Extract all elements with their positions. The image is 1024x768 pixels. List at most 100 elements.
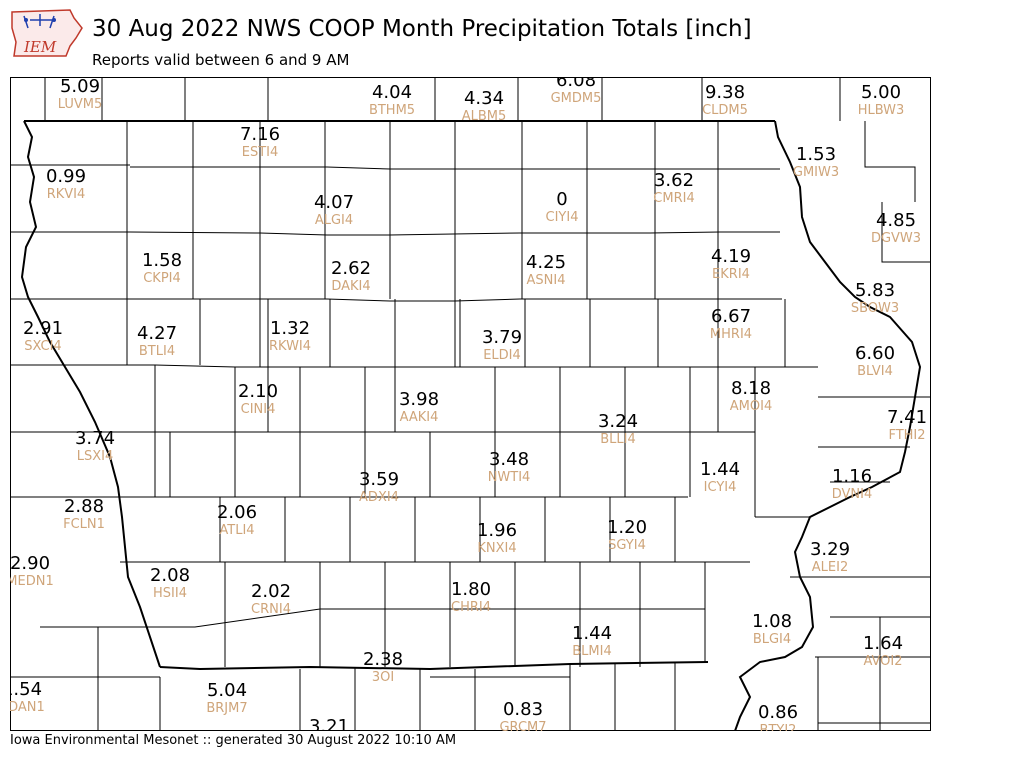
station-dgvw3: 4.85 DGVW3: [870, 210, 922, 247]
station-cmri4: 3.62 CMRI4: [653, 171, 694, 207]
station-id: ESTI4: [241, 145, 279, 160]
station-id: GMDM5: [550, 91, 602, 106]
station-dvni4: 1.16 DVNI4: [831, 466, 873, 503]
station-medn1: 2.90 MEDN1: [10, 553, 54, 590]
station-ciyi4: 0 CIYI4: [545, 189, 579, 226]
precip-value: 5.04: [206, 680, 248, 701]
precip-value: 1.64: [862, 633, 904, 654]
precip-value: 1.44: [571, 623, 613, 644]
station-id: AVOI2: [863, 654, 903, 669]
precip-value: 1.16: [831, 466, 873, 487]
precip-value: 1.58: [141, 250, 183, 271]
station-luvm5: 5.09 LUVM5: [58, 77, 103, 112]
station-hlbw3: 5.00 HLBW3: [857, 82, 905, 119]
precip-value: 3.59: [358, 469, 400, 490]
station-id: ELDI4: [483, 348, 521, 363]
station-id: ALGI4: [314, 213, 354, 228]
precip-value: 0.86: [757, 702, 799, 723]
precip-value: 1.20: [606, 517, 648, 538]
station-daki4: 2.62 DAKI4: [331, 259, 371, 295]
precip-value: 6.67: [710, 306, 752, 327]
precip-value: 5.00: [860, 82, 902, 103]
precip-value: 5.83: [854, 280, 896, 301]
station-id: GMIW3: [792, 165, 840, 180]
station-id: MEDN1: [10, 574, 54, 589]
station-adan1: 1.54ADAN1: [10, 679, 45, 716]
precip-value: 4.25: [525, 252, 567, 273]
precip-value: 2.38: [362, 649, 404, 670]
station-id: GRCM7: [499, 720, 547, 731]
precip-value: 1.32: [269, 318, 311, 339]
station-id: HSII4: [153, 586, 187, 601]
station-id: BTYI2: [759, 723, 797, 731]
station-gmdm5: 6.08 GMDM5: [551, 77, 602, 106]
precip-value: 2.06: [216, 502, 258, 523]
precip-value: 3.48: [488, 449, 530, 470]
station-id: BTLI4: [138, 344, 176, 359]
precipitation-map: 5.09 LUVM5 4.04 BTHM5 4.34 ALBM5 6.08 GMDM5 9.38…: [10, 77, 931, 731]
map-subtitle: Reports valid between 6 and 9 AM: [92, 51, 350, 69]
station-id: SGYI4: [608, 538, 646, 553]
station-id: EKRI4: [712, 267, 750, 282]
precip-value: 1.53: [795, 144, 837, 165]
station-id: KNXI4: [477, 541, 517, 556]
precip-value: 4.85: [875, 210, 917, 231]
station-fthi2: 7.41 FTHI2: [887, 408, 927, 444]
precip-value: 5.09: [59, 77, 101, 97]
station-rkwi4: 1.32 RKWI4: [269, 318, 311, 355]
iem-logo: IEM: [10, 6, 84, 60]
precip-value: 4.19: [710, 246, 752, 267]
precip-value: 3.29: [809, 539, 851, 560]
station-id: ADXI4: [359, 490, 399, 505]
station-algi4: 4.07 ALGI4: [314, 193, 354, 229]
station-id: FTHI2: [888, 428, 926, 443]
station-grcm7: 0.83 GRCM7: [499, 700, 547, 732]
precip-value: 3.24: [597, 411, 639, 432]
station-sxci4: 2.91 SXCI4: [23, 319, 63, 355]
precip-value: 3.98: [398, 389, 440, 410]
station-icyi4: 1.44 ICYI4: [700, 460, 740, 496]
station-id: DVNI4: [831, 487, 873, 502]
logo-text: IEM: [23, 38, 57, 56]
station-adxi4: 3.59 ADXI4: [358, 469, 400, 506]
station-btli4: 4.27 BTLI4: [137, 324, 177, 360]
station-id: CHRI4: [450, 600, 491, 615]
station-id: HLBW3: [857, 103, 905, 118]
station-alei2: 3.29 ALEI2: [809, 539, 851, 576]
station-nwti4: 3.48 NWTI4: [487, 449, 531, 486]
station-id: DAKI4: [331, 279, 371, 294]
station-fcln1: 2.88 FCLN1: [63, 496, 105, 533]
station-id: ATLI4: [219, 523, 255, 538]
station-id: AMOI4: [729, 399, 773, 414]
station-id: ALEI2: [811, 560, 849, 575]
footer-credit: Iowa Environmental Mesonet :: generated …: [10, 733, 457, 748]
precip-value: 1.80: [450, 579, 492, 600]
station-id: MHRI4: [709, 327, 753, 342]
station-id: AAKI4: [399, 410, 439, 425]
precip-value: 6.08: [555, 77, 597, 91]
station-hsii4: 2.08 HSII4: [150, 566, 190, 602]
station-ckpi4: 1.58 CKPI4: [141, 250, 183, 287]
precip-value: 2.88: [63, 496, 105, 517]
station-id: NWTI4: [487, 470, 531, 485]
station-id: CLDM5: [702, 103, 748, 118]
station-id: LSXI4: [76, 449, 114, 464]
station-asni4: 4.25 ASNI4: [525, 252, 567, 289]
station-unlabeled: 3.21: [309, 717, 349, 732]
precip-value: 2.90: [10, 553, 51, 574]
station-atli4: 2.06 ATLI4: [216, 502, 258, 539]
precip-value: 1.54: [10, 679, 43, 700]
station-blli4: 3.24 BLLI4: [597, 411, 639, 448]
station-id: CIYI4: [545, 210, 579, 225]
station-id: BLMI4: [572, 644, 612, 659]
station-id: LUVM5: [57, 97, 103, 112]
station-ekri4: 4.19 EKRI4: [710, 246, 752, 283]
precip-value: 0: [556, 189, 568, 210]
station-id: DGVW3: [870, 231, 922, 246]
precip-value: 0.99: [45, 166, 87, 187]
station-lsxi4: 3.74 LSXI4: [75, 429, 115, 465]
station-3oi: 2.38 3OI: [362, 649, 404, 686]
station-id: BTHM5: [368, 103, 416, 118]
station-gmiw3: 1.53 GMIW3: [792, 144, 840, 181]
station-albm5: 4.34 ALBM5: [462, 89, 507, 125]
